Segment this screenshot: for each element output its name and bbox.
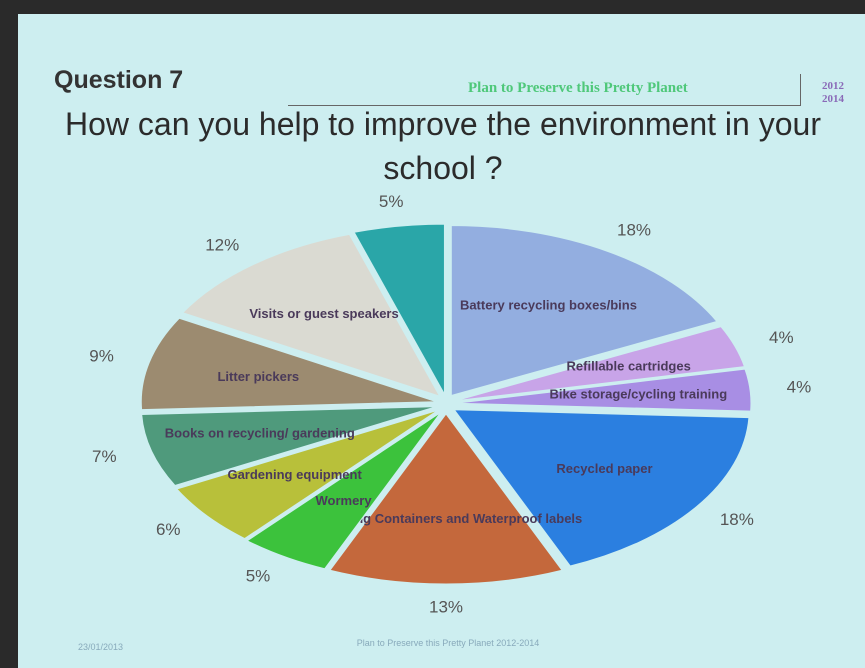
slice-label: Bike storage/cycling training (549, 386, 727, 401)
value-label: 4% (787, 378, 812, 397)
page: {"header": {"question": "Question 7", "p… (0, 0, 865, 668)
slice-label: Litter pickers (217, 369, 299, 384)
value-label: 6% (156, 520, 181, 539)
value-label: 4% (769, 328, 794, 347)
value-label: 5% (379, 192, 404, 211)
slice-label: Recycled paper (556, 461, 652, 476)
value-label: 9% (89, 346, 114, 365)
slide: Question 7 Plan to Preserve this Pretty … (18, 14, 865, 668)
value-label: 12% (205, 235, 239, 254)
value-label: 18% (617, 221, 651, 240)
value-label: 18% (720, 510, 754, 529)
slice-label: Visits or guest speakers (249, 306, 398, 321)
slice-label: Wormery (315, 493, 372, 508)
value-label: 13% (429, 597, 463, 616)
value-label: 7% (92, 447, 117, 466)
slice-label: Battery recycling boxes/bins (460, 298, 637, 313)
chart: 18% Battery recycling boxes/bins 4% Refilla… (18, 14, 865, 668)
value-label: 5% (246, 566, 271, 585)
slice-label: Refillable cartridges (567, 358, 691, 373)
slice-label: Gardening equipment (227, 467, 362, 482)
slice-label: Books on recycling/ gardening (165, 426, 355, 441)
